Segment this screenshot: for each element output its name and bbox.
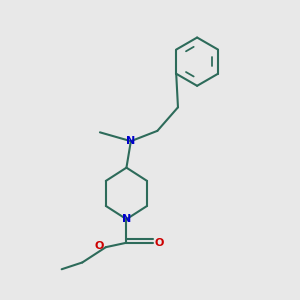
Text: O: O <box>95 241 104 251</box>
Text: O: O <box>154 238 164 248</box>
Text: N: N <box>122 214 131 224</box>
Text: N: N <box>126 136 136 146</box>
